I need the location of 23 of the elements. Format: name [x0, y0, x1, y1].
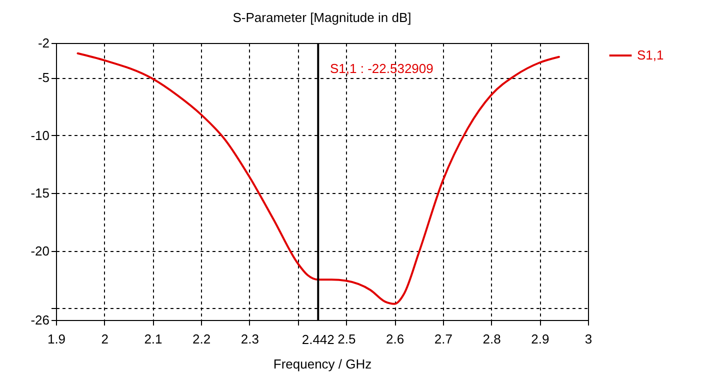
chart-title: S-Parameter [Magnitude in dB]	[232, 10, 412, 25]
line-series	[76, 52, 560, 305]
y-tick-label: -10	[30, 128, 50, 143]
x-tick-label: 3	[584, 332, 592, 346]
x-tick-label: 2.1	[144, 332, 162, 346]
x-tick-label: 1.9	[47, 332, 66, 346]
y-tick-label: -15	[30, 186, 50, 201]
y-tick-label: -5	[38, 70, 50, 86]
y-tick-label: -2	[38, 36, 50, 50]
y-tick-label: -26	[30, 312, 50, 328]
x-tick-label: 2.5	[338, 332, 356, 346]
x-tick-label: 2	[101, 332, 108, 346]
x-tick-label: 2.8	[482, 332, 501, 346]
x-tick-label: 2.2	[192, 332, 211, 346]
legend-label: S1,1	[637, 48, 664, 62]
annotation: S1,1 : -22.532909	[330, 61, 434, 76]
x-tick-label: 2.3	[240, 332, 259, 346]
x-tick-label: 2.9	[531, 332, 550, 346]
ref-line-label: 2.442	[302, 332, 334, 347]
x-tick-label: 2.7	[434, 332, 452, 346]
y-tick-label: -20	[30, 243, 50, 258]
x-tick-label: 2.6	[386, 332, 404, 346]
x-axis-title: Frequency / GHz	[273, 356, 372, 372]
